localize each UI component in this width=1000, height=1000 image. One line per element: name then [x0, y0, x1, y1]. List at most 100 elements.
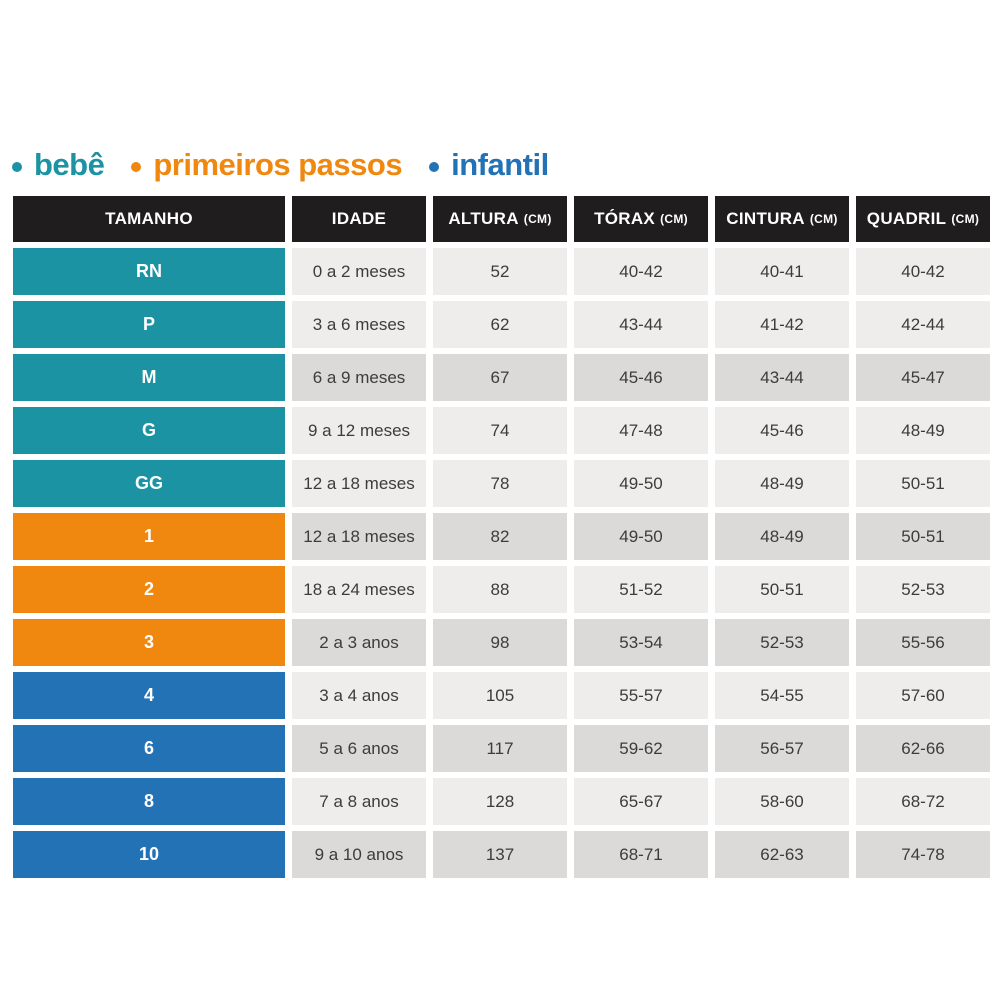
cintura-cell: 48-49 — [715, 460, 849, 507]
cintura-cell: 56-57 — [715, 725, 849, 772]
header-unit: (CM) — [523, 212, 552, 226]
altura-cell: 67 — [433, 354, 567, 401]
header-label: ALTURA — [448, 209, 519, 228]
header-idade: IDADE — [292, 196, 426, 242]
size-cell-6: 6 — [13, 725, 285, 772]
torax-cell: 47-48 — [574, 407, 708, 454]
quadril-cell: 50-51 — [856, 460, 990, 507]
torax-cell: 68-71 — [574, 831, 708, 878]
cintura-cell: 40-41 — [715, 248, 849, 295]
cintura-cell: 43-44 — [715, 354, 849, 401]
cintura-cell: 62-63 — [715, 831, 849, 878]
bullet-icon — [429, 161, 440, 172]
cintura-cell: 50-51 — [715, 566, 849, 613]
torax-cell: 40-42 — [574, 248, 708, 295]
legend: bebê primeiros passos infantil — [12, 144, 549, 186]
quadril-cell: 68-72 — [856, 778, 990, 825]
idade-cell: 12 a 18 meses — [292, 460, 426, 507]
legend-label: primeiros passos — [153, 147, 403, 182]
torax-cell: 49-50 — [574, 460, 708, 507]
quadril-cell: 55-56 — [856, 619, 990, 666]
altura-cell: 105 — [433, 672, 567, 719]
bullet-icon — [131, 161, 142, 172]
header-label: TAMANHO — [105, 209, 193, 228]
size-cell-10: 10 — [13, 831, 285, 878]
size-cell-gg: GG — [13, 460, 285, 507]
altura-cell: 62 — [433, 301, 567, 348]
altura-cell: 98 — [433, 619, 567, 666]
cintura-cell: 48-49 — [715, 513, 849, 560]
cintura-cell: 52-53 — [715, 619, 849, 666]
altura-cell: 88 — [433, 566, 567, 613]
header-tamanho: TAMANHO — [13, 196, 285, 242]
torax-cell: 55-57 — [574, 672, 708, 719]
quadril-cell: 50-51 — [856, 513, 990, 560]
size-cell-3: 3 — [13, 619, 285, 666]
altura-cell: 52 — [433, 248, 567, 295]
altura-cell: 117 — [433, 725, 567, 772]
torax-cell: 53-54 — [574, 619, 708, 666]
torax-cell: 45-46 — [574, 354, 708, 401]
size-cell-g: G — [13, 407, 285, 454]
header-label: CINTURA — [726, 209, 805, 228]
legend-item-bebe: bebê — [12, 147, 105, 183]
idade-cell: 0 a 2 meses — [292, 248, 426, 295]
quadril-cell: 48-49 — [856, 407, 990, 454]
torax-cell: 43-44 — [574, 301, 708, 348]
quadril-cell: 42-44 — [856, 301, 990, 348]
header-torax: TÓRAX (CM) — [574, 196, 708, 242]
legend-label: infantil — [451, 147, 549, 182]
size-cell-1: 1 — [13, 513, 285, 560]
torax-cell: 65-67 — [574, 778, 708, 825]
altura-cell: 78 — [433, 460, 567, 507]
idade-cell: 2 a 3 anos — [292, 619, 426, 666]
quadril-cell: 45-47 — [856, 354, 990, 401]
size-table: TAMANHO IDADE ALTURA (CM) TÓRAX (CM) CIN… — [13, 196, 990, 878]
cintura-cell: 54-55 — [715, 672, 849, 719]
header-label: TÓRAX — [594, 209, 656, 228]
header-quadril: QUADRIL (CM) — [856, 196, 990, 242]
torax-cell: 51-52 — [574, 566, 708, 613]
header-altura: ALTURA (CM) — [433, 196, 567, 242]
idade-cell: 12 a 18 meses — [292, 513, 426, 560]
header-unit: (CM) — [951, 212, 980, 226]
cintura-cell: 58-60 — [715, 778, 849, 825]
torax-cell: 59-62 — [574, 725, 708, 772]
cintura-cell: 45-46 — [715, 407, 849, 454]
quadril-cell: 40-42 — [856, 248, 990, 295]
quadril-cell: 52-53 — [856, 566, 990, 613]
legend-label: bebê — [34, 147, 105, 182]
altura-cell: 74 — [433, 407, 567, 454]
header-cintura: CINTURA (CM) — [715, 196, 849, 242]
header-unit: (CM) — [660, 212, 688, 226]
size-cell-4: 4 — [13, 672, 285, 719]
bullet-icon — [12, 161, 22, 172]
idade-cell: 9 a 10 anos — [292, 831, 426, 878]
idade-cell: 9 a 12 meses — [292, 407, 426, 454]
size-cell-p: P — [13, 301, 285, 348]
idade-cell: 3 a 6 meses — [292, 301, 426, 348]
idade-cell: 3 a 4 anos — [292, 672, 426, 719]
header-label: QUADRIL — [866, 209, 947, 228]
size-cell-rn: RN — [13, 248, 285, 295]
size-cell-8: 8 — [13, 778, 285, 825]
quadril-cell: 62-66 — [856, 725, 990, 772]
idade-cell: 7 a 8 anos — [292, 778, 426, 825]
header-label: IDADE — [331, 209, 387, 228]
altura-cell: 82 — [433, 513, 567, 560]
idade-cell: 5 a 6 anos — [292, 725, 426, 772]
size-cell-2: 2 — [13, 566, 285, 613]
legend-item-primeiros-passos: primeiros passos — [131, 147, 403, 183]
idade-cell: 6 a 9 meses — [292, 354, 426, 401]
cintura-cell: 41-42 — [715, 301, 849, 348]
torax-cell: 49-50 — [574, 513, 708, 560]
quadril-cell: 57-60 — [856, 672, 990, 719]
altura-cell: 137 — [433, 831, 567, 878]
legend-item-infantil: infantil — [429, 147, 549, 183]
altura-cell: 128 — [433, 778, 567, 825]
header-unit: (CM) — [809, 212, 838, 226]
quadril-cell: 74-78 — [856, 831, 990, 878]
size-cell-m: M — [13, 354, 285, 401]
idade-cell: 18 a 24 meses — [292, 566, 426, 613]
